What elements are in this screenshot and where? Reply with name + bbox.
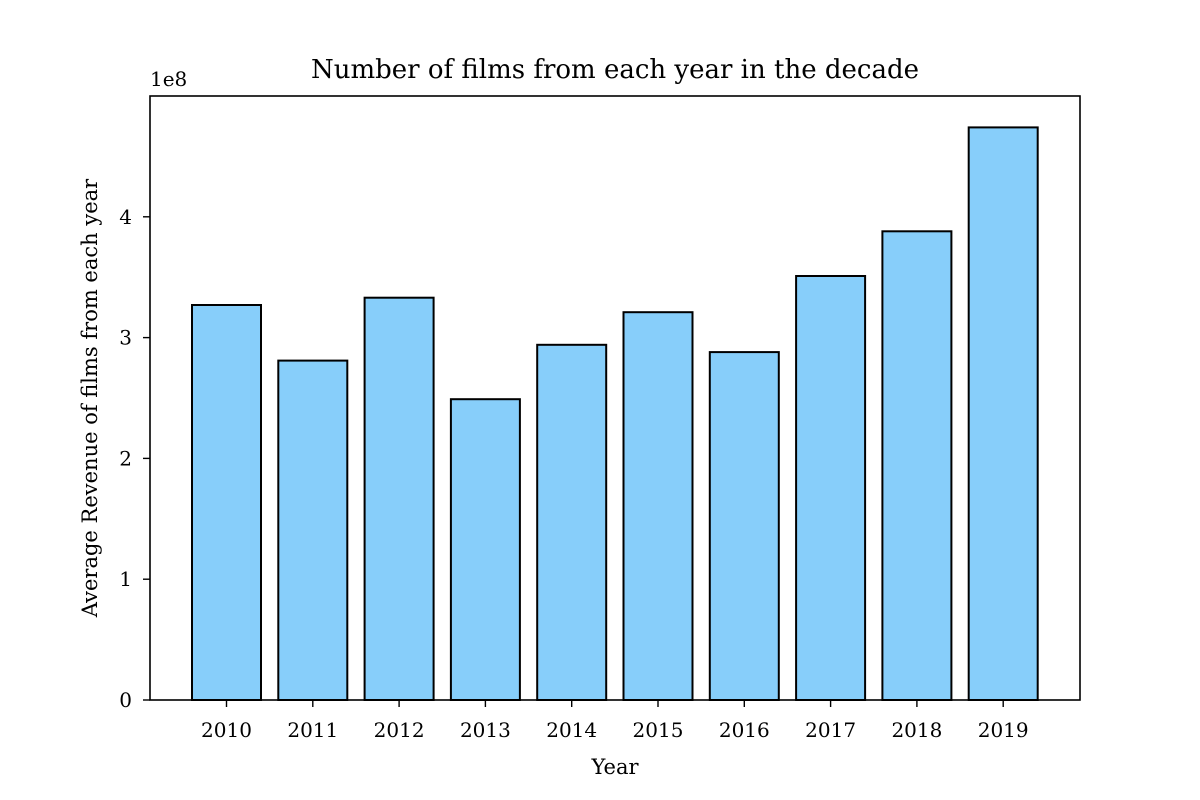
bar-2018 [881, 230, 953, 702]
chart-title: Number of films from each year in the de… [311, 55, 919, 85]
bar-2011 [277, 359, 349, 701]
bar-2010 [191, 304, 262, 701]
bar-2017 [795, 275, 867, 701]
bar-2012 [363, 296, 435, 701]
x-tick-label: 2018 [891, 718, 942, 742]
y-ticks-group: 0 1 2 3 4 [119, 205, 150, 712]
x-tick-label: 2019 [978, 718, 1029, 742]
x-axis-label: Year [590, 755, 639, 779]
bar-2019 [967, 126, 1039, 701]
bars-group [191, 126, 1039, 702]
bar-2016 [708, 351, 780, 701]
bar-2014 [536, 343, 608, 701]
x-tick-label: 2014 [546, 718, 597, 742]
y-tick-label: 2 [119, 446, 132, 470]
bar-2013 [449, 398, 521, 701]
bar-2015 [622, 311, 694, 701]
y-tick-label: 4 [119, 205, 132, 229]
x-tick-label: 2016 [719, 718, 770, 742]
y-tick-label: 1 [119, 567, 132, 591]
y-tick-label: 3 [119, 326, 132, 350]
x-tick-label: 2010 [201, 718, 252, 742]
y-tick-label: 0 [119, 688, 132, 712]
x-tick-label: 2011 [287, 718, 338, 742]
x-ticks-group: 2010 2011 2012 2013 2014 2015 2016 2017 2018 2019 [201, 700, 1029, 742]
axes-frame [149, 95, 1081, 701]
x-tick-label: 2017 [805, 718, 856, 742]
y-axis-label: Average Revenue of films from each year [78, 178, 102, 618]
y-offset-label: 1e8 [150, 67, 187, 91]
x-tick-label: 2013 [460, 718, 511, 742]
x-tick-label: 2015 [633, 718, 684, 742]
x-tick-label: 2012 [374, 718, 425, 742]
